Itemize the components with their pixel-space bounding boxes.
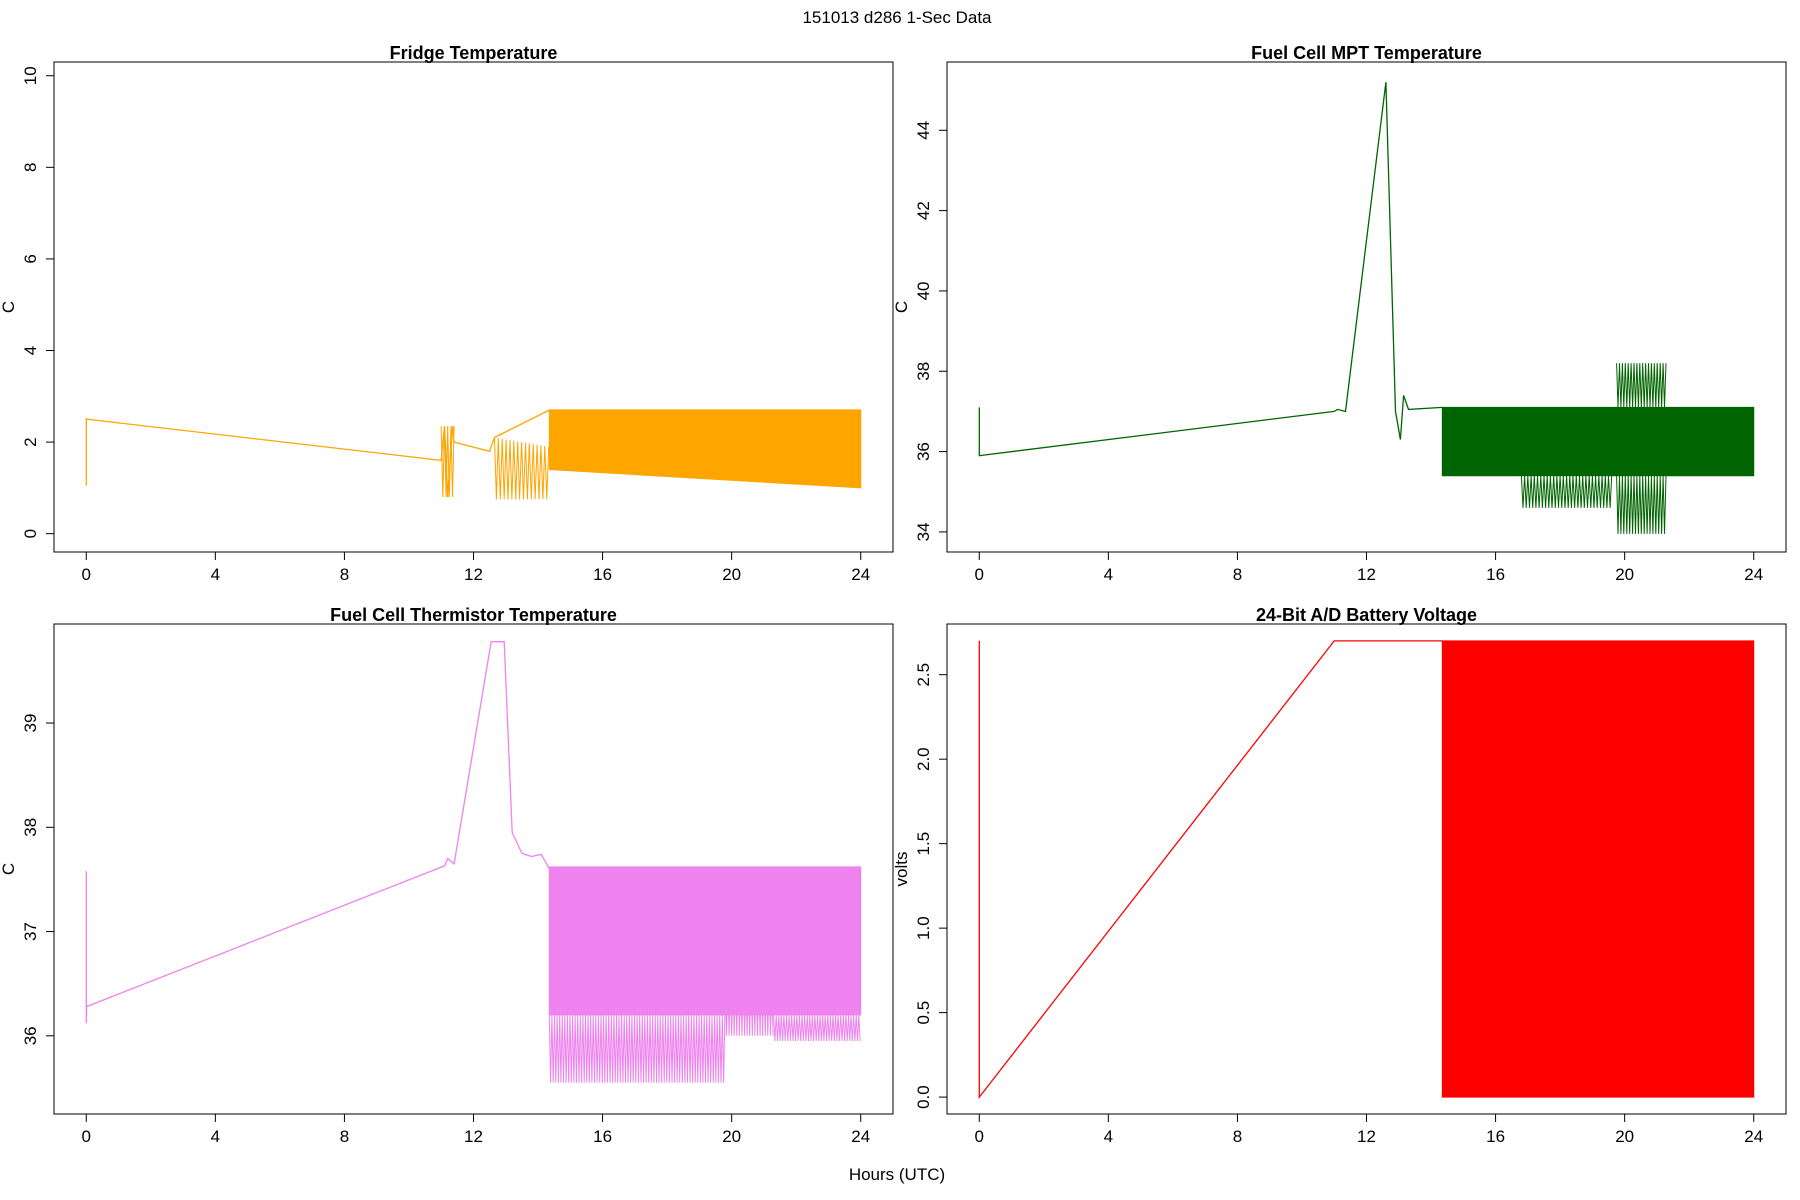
y-axis-label: C xyxy=(0,301,18,313)
y-tick-label: 4 xyxy=(21,346,40,355)
y-tick-label: 8 xyxy=(21,163,40,172)
figure-suptitle: 151013 d286 1-Sec Data xyxy=(802,8,992,27)
x-tick-label: 4 xyxy=(1104,565,1113,584)
y-tick-label: 6 xyxy=(21,254,40,263)
y-tick-label: 2 xyxy=(21,437,40,446)
data-band-1 xyxy=(440,426,455,498)
data-band-2 xyxy=(1520,475,1613,508)
panel-3: 0 4 8 12 16 20 24 36 37 38 39 C Fuel Cell Thermistor… xyxy=(0,605,894,1146)
y-tick-label: 36 xyxy=(21,1026,40,1045)
x-tick-label: 4 xyxy=(211,1127,220,1146)
x-tick-label: 12 xyxy=(464,1127,483,1146)
y-axis-label: C xyxy=(0,863,18,875)
panel-title: Fridge Temperature xyxy=(390,43,558,63)
y-tick-label: 40 xyxy=(914,281,933,300)
y-axis-label: C xyxy=(892,301,911,313)
x-tick-label: 16 xyxy=(1486,565,1505,584)
y-tick-label: 39 xyxy=(21,714,40,733)
y-tick-label: 34 xyxy=(914,522,933,541)
data-band-1 xyxy=(1441,640,1755,1098)
series-line-1 xyxy=(85,641,550,1024)
y-tick-label: 37 xyxy=(21,922,40,941)
data-band-4 xyxy=(773,1014,861,1042)
y-tick-label: 0 xyxy=(21,529,40,538)
x-tick-label: 4 xyxy=(211,565,220,584)
series-line-1 xyxy=(85,409,861,498)
x-tick-label: 8 xyxy=(340,565,349,584)
x-tick-label: 4 xyxy=(1104,1127,1113,1146)
y-tick-label: 1.0 xyxy=(914,916,933,940)
x-tick-label: 20 xyxy=(722,1127,741,1146)
x-tick-label: 24 xyxy=(851,565,870,584)
series-line-1 xyxy=(978,82,1443,457)
x-tick-label: 20 xyxy=(722,565,741,584)
plot-area xyxy=(85,409,862,500)
y-tick-label: 38 xyxy=(21,818,40,837)
x-tick-label: 0 xyxy=(82,1127,91,1146)
panel-title: Fuel Cell MPT Temperature xyxy=(1251,43,1482,63)
x-tick-label: 16 xyxy=(593,565,612,584)
data-band-2 xyxy=(548,1014,726,1083)
plot-area xyxy=(978,82,1755,534)
data-band-3 xyxy=(548,409,862,489)
series-line-1 xyxy=(978,640,1443,1099)
data-band-2 xyxy=(494,437,550,500)
y-tick-label: 36 xyxy=(914,442,933,461)
x-tick-label: 24 xyxy=(851,1127,870,1146)
x-tick-label: 12 xyxy=(1357,565,1376,584)
figure-xlabel: Hours (UTC) xyxy=(849,1165,945,1184)
x-tick-label: 0 xyxy=(975,565,984,584)
x-tick-label: 20 xyxy=(1615,565,1634,584)
plot-area xyxy=(978,640,1755,1099)
plot-area xyxy=(85,641,862,1083)
data-band-3 xyxy=(724,973,774,1036)
panel-title: 24-Bit A/D Battery Voltage xyxy=(1256,605,1477,625)
data-band-3 xyxy=(1616,475,1667,534)
x-tick-label: 8 xyxy=(1233,565,1242,584)
y-tick-label: 2.5 xyxy=(914,663,933,687)
x-tick-label: 0 xyxy=(975,1127,984,1146)
x-tick-label: 16 xyxy=(1486,1127,1505,1146)
x-tick-label: 0 xyxy=(82,565,91,584)
data-band-4 xyxy=(1616,363,1667,408)
panel-4: 0 4 8 12 16 20 24 0.0 0.5 1.0 1.5 2.0 2.5 volts 24-Bit… xyxy=(892,605,1787,1146)
y-tick-label: 10 xyxy=(21,66,40,85)
x-tick-label: 12 xyxy=(1357,1127,1376,1146)
data-band-1 xyxy=(1441,406,1755,477)
x-tick-label: 8 xyxy=(1233,1127,1242,1146)
x-tick-label: 8 xyxy=(340,1127,349,1146)
data-band-1 xyxy=(548,866,862,1016)
y-axis-label: volts xyxy=(892,852,911,887)
y-tick-label: 44 xyxy=(914,121,933,140)
x-tick-label: 24 xyxy=(1744,1127,1763,1146)
x-tick-label: 24 xyxy=(1744,565,1763,584)
y-tick-label: 1.5 xyxy=(914,832,933,856)
y-tick-label: 0.5 xyxy=(914,1001,933,1025)
x-tick-label: 20 xyxy=(1615,1127,1634,1146)
y-tick-label: 38 xyxy=(914,362,933,381)
y-tick-label: 0.0 xyxy=(914,1085,933,1109)
y-tick-label: 42 xyxy=(914,201,933,220)
panel-2: 0 4 8 12 16 20 24 34 36 38 40 42 44 C Fuel Cell MPT Te… xyxy=(892,43,1787,584)
x-tick-label: 16 xyxy=(593,1127,612,1146)
panel-title: Fuel Cell Thermistor Temperature xyxy=(330,605,617,625)
x-tick-label: 12 xyxy=(464,565,483,584)
y-tick-label: 2.0 xyxy=(914,747,933,771)
